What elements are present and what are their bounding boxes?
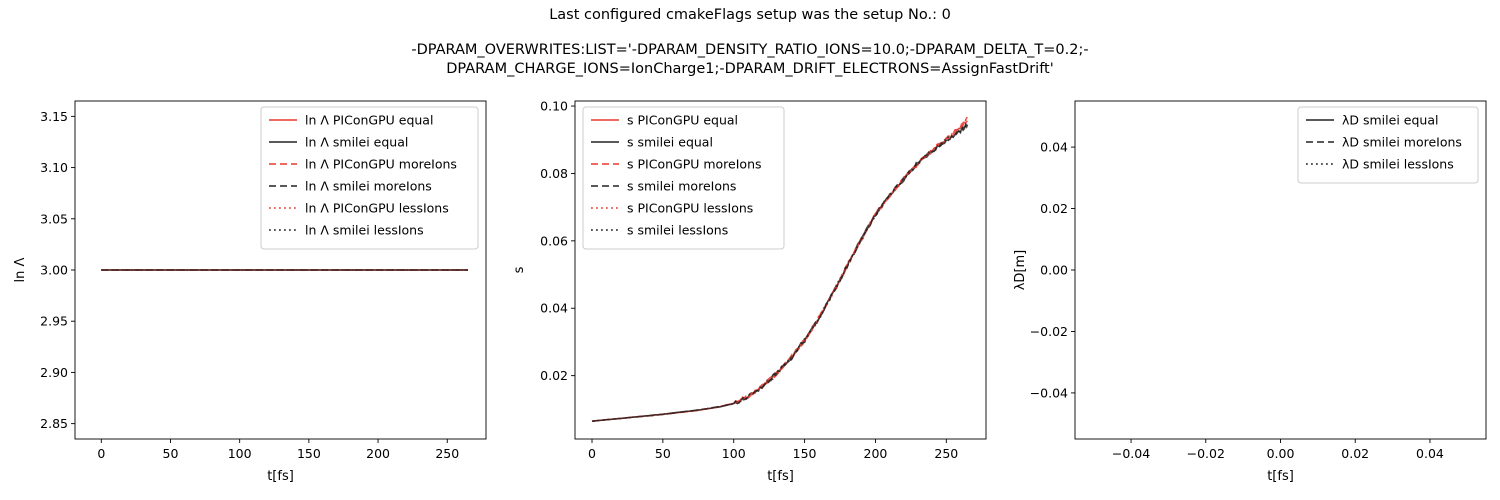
x-tick-label: 0 <box>588 446 596 461</box>
y-tick-label: 3.15 <box>40 109 68 124</box>
y-tick-label: 0.06 <box>540 233 568 248</box>
x-tick-label: 50 <box>163 446 179 461</box>
legend-box <box>582 106 785 250</box>
legend-label: s smilei equal <box>627 135 713 150</box>
x-tick-label: 0.04 <box>1416 446 1444 461</box>
x-tick-label: −0.04 <box>1112 446 1150 461</box>
y-tick-label: 0.08 <box>540 166 568 181</box>
legend-box <box>260 106 479 250</box>
y-axis-label: s <box>512 266 527 273</box>
figure-subtitle-line2: DPARAM_CHARGE_IONS=IonCharge1;-DPARAM_DR… <box>446 61 1054 77</box>
x-tick-label: 150 <box>793 446 817 461</box>
y-tick-label: 3.10 <box>40 160 68 175</box>
axes-frame <box>574 100 987 440</box>
figure-title: Last configured cmakeFlags setup was the… <box>549 7 951 23</box>
chart-panel-1: 0 50 100 150 200 250 2.85 2.90 2.95 3.00 3.05 3.10 3… <box>13 100 487 484</box>
legend-label: s PIConGPU equal <box>627 113 738 128</box>
x-tick-label: 0.00 <box>1267 446 1295 461</box>
x-tick-label: 200 <box>366 446 390 461</box>
legend-label: ln Λ smilei moreIons <box>305 179 432 194</box>
y-tick-label: 0.04 <box>540 301 568 316</box>
x-tick-label: 250 <box>435 446 459 461</box>
x-tick-label: −0.02 <box>1187 446 1225 461</box>
x-tick-label: 250 <box>934 446 958 461</box>
x-tick-label: 0.02 <box>1341 446 1369 461</box>
chart-panel-2: 0 50 100 150 200 250 0.02 0.04 0.06 0.08 0.10 t[fs]… <box>512 99 987 484</box>
y-axis-label: ln Λ <box>13 257 28 282</box>
x-tick-label: 50 <box>655 446 671 461</box>
x-tick-label: 150 <box>297 446 321 461</box>
y-tick-label: 0.10 <box>540 99 568 114</box>
y-tick-label: −0.02 <box>1030 324 1068 339</box>
x-tick-label: 100 <box>722 446 746 461</box>
legend-box <box>1297 106 1479 184</box>
y-tick-label: 2.95 <box>40 314 68 329</box>
legend-label: s PIConGPU moreIons <box>627 157 762 172</box>
legend-label: s smilei lessIons <box>627 223 728 238</box>
y-tick-label: 3.05 <box>40 211 68 226</box>
y-tick-label: 2.90 <box>40 365 68 380</box>
legend-label: ln Λ smilei equal <box>305 135 408 150</box>
legend-label: λD smilei lessIons <box>1342 157 1454 172</box>
legend-label: ln Λ PIConGPU lessIons <box>305 201 449 216</box>
y-tick-label: 0.02 <box>540 368 568 383</box>
legend-label: ln Λ smilei lessIons <box>305 223 424 238</box>
figure-subtitle-line1: -DPARAM_OVERWRITES:LIST='-DPARAM_DENSITY… <box>411 42 1089 58</box>
y-tick-label: 3.00 <box>40 263 68 278</box>
series-group <box>591 116 969 422</box>
y-tick-label: 0.00 <box>1040 263 1068 278</box>
y-tick-label: 2.85 <box>40 416 68 431</box>
y-axis-label: λD[m] <box>1013 250 1028 291</box>
y-tick-label: 0.02 <box>1040 201 1068 216</box>
x-tick-label: 0 <box>97 446 105 461</box>
x-axis-label: t[fs] <box>767 469 794 484</box>
x-axis-label: t[fs] <box>267 469 294 484</box>
chart-panel-3: −0.04 −0.02 0.00 0.02 0.04 −0.04 −0.02 0.00 0.02… <box>1013 100 1487 484</box>
x-axis-label: t[fs] <box>1267 469 1294 484</box>
series-line-6 <box>591 124 969 422</box>
legend-label: s smilei moreIons <box>627 179 736 194</box>
legend-label: ln Λ PIConGPU moreIons <box>305 157 457 172</box>
x-tick-label: 100 <box>228 446 252 461</box>
legend-label: λD smilei equal <box>1342 113 1438 128</box>
legend-label: ln Λ PIConGPU equal <box>305 113 433 128</box>
legend-label: λD smilei moreIons <box>1342 135 1462 150</box>
legend-label: s PIConGPU lessIons <box>627 201 753 216</box>
y-tick-label: −0.04 <box>1030 385 1068 400</box>
y-tick-label: 0.04 <box>1040 140 1068 155</box>
x-tick-label: 200 <box>864 446 888 461</box>
